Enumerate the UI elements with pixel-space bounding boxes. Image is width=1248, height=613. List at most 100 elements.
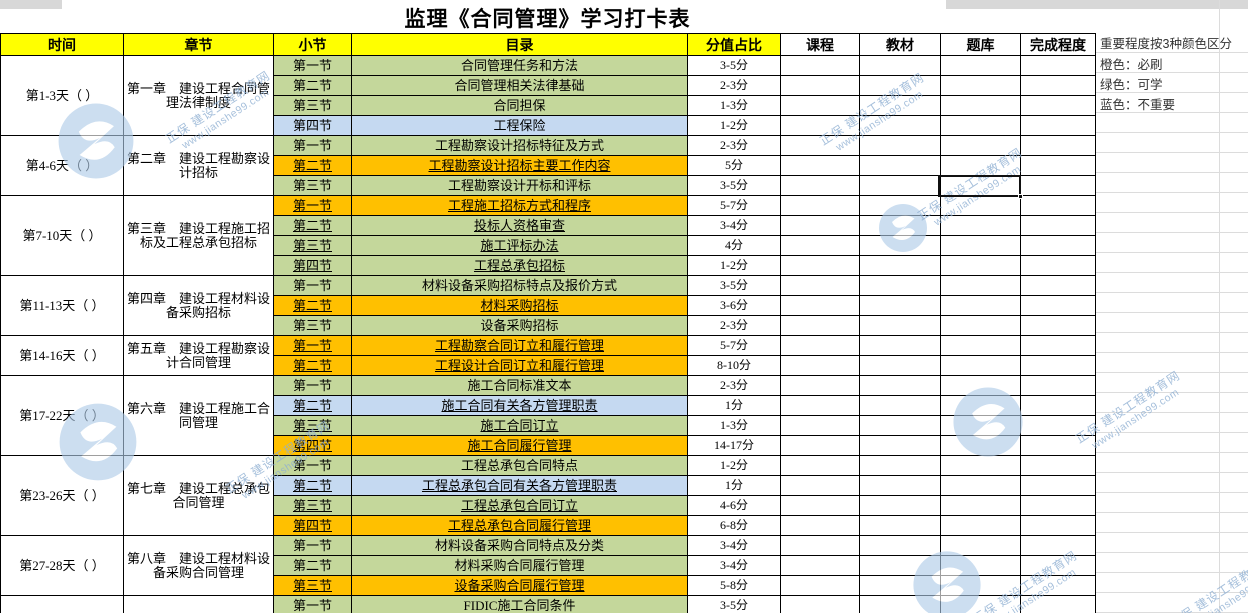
score-cell[interactable]: 3-4分 — [687, 535, 781, 556]
toc-cell[interactable]: 合同管理任务和方法 — [351, 55, 688, 76]
completion-cell[interactable] — [1020, 115, 1096, 136]
material-cell[interactable] — [859, 395, 941, 416]
course-cell[interactable] — [780, 495, 860, 516]
qbank-cell[interactable] — [940, 415, 1021, 436]
score-cell[interactable]: 5-8分 — [687, 575, 781, 596]
qbank-cell[interactable] — [940, 475, 1021, 496]
material-cell[interactable] — [859, 475, 941, 496]
completion-cell[interactable] — [1020, 495, 1096, 516]
qbank-cell[interactable] — [940, 235, 1021, 256]
section-cell[interactable]: 第二节 — [273, 75, 352, 96]
qbank-cell[interactable] — [940, 575, 1021, 596]
qbank-cell[interactable] — [940, 55, 1021, 76]
course-cell[interactable] — [780, 295, 860, 316]
material-cell[interactable] — [859, 555, 941, 576]
time-cell[interactable]: 第7-10天（ ） — [0, 195, 124, 276]
course-cell[interactable] — [780, 315, 860, 336]
material-cell[interactable] — [859, 535, 941, 556]
toc-cell[interactable]: 材料采购招标 — [351, 295, 688, 316]
selected-cell[interactable] — [938, 175, 1023, 199]
section-cell[interactable]: 第三节 — [273, 175, 352, 196]
chapter-cell[interactable]: 第四章 建设工程材料设备采购招标 — [123, 275, 274, 336]
qbank-cell[interactable] — [940, 275, 1021, 296]
completion-cell[interactable] — [1020, 555, 1096, 576]
course-cell[interactable] — [780, 95, 860, 116]
section-cell[interactable]: 第四节 — [273, 435, 352, 456]
completion-cell[interactable] — [1020, 195, 1096, 216]
qbank-cell[interactable] — [940, 295, 1021, 316]
toc-cell[interactable]: 工程施工招标方式和程序 — [351, 195, 688, 216]
qbank-cell[interactable] — [940, 315, 1021, 336]
course-cell[interactable] — [780, 355, 860, 376]
toc-cell[interactable]: 施工合同履行管理 — [351, 435, 688, 456]
section-cell[interactable]: 第三节 — [273, 315, 352, 336]
completion-cell[interactable] — [1020, 155, 1096, 176]
qbank-cell[interactable] — [940, 195, 1021, 216]
section-cell[interactable]: 第一节 — [273, 535, 352, 556]
toc-cell[interactable]: 工程设计合同订立和履行管理 — [351, 355, 688, 376]
completion-cell[interactable] — [1020, 475, 1096, 496]
chapter-cell[interactable]: 第一章 建设工程合同管理法律制度 — [123, 55, 274, 136]
toc-cell[interactable]: 合同管理相关法律基础 — [351, 75, 688, 96]
course-cell[interactable] — [780, 455, 860, 476]
header-score[interactable]: 分值占比 — [687, 33, 781, 56]
score-cell[interactable]: 3-5分 — [687, 55, 781, 76]
material-cell[interactable] — [859, 255, 941, 276]
score-cell[interactable]: 3-4分 — [687, 555, 781, 576]
completion-cell[interactable] — [1020, 375, 1096, 396]
material-cell[interactable] — [859, 575, 941, 596]
qbank-cell[interactable] — [940, 535, 1021, 556]
header-completion[interactable]: 完成程度 — [1020, 33, 1096, 56]
course-cell[interactable] — [780, 395, 860, 416]
section-cell[interactable]: 第一节 — [273, 455, 352, 476]
time-cell[interactable]: 第14-16天（ ） — [0, 335, 124, 376]
completion-cell[interactable] — [1020, 515, 1096, 536]
qbank-cell[interactable] — [940, 595, 1021, 613]
qbank-cell[interactable] — [940, 135, 1021, 156]
material-cell[interactable] — [859, 455, 941, 476]
qbank-cell[interactable] — [940, 115, 1021, 136]
qbank-cell[interactable] — [940, 495, 1021, 516]
course-cell[interactable] — [780, 215, 860, 236]
header-time[interactable]: 时间 — [0, 33, 124, 56]
chapter-cell[interactable]: 第六章 建设工程施工合同管理 — [123, 375, 274, 456]
course-cell[interactable] — [780, 275, 860, 296]
score-cell[interactable]: 8-10分 — [687, 355, 781, 376]
toc-cell[interactable]: 工程勘察设计开标和评标 — [351, 175, 688, 196]
completion-cell[interactable] — [1020, 575, 1096, 596]
section-cell[interactable]: 第一节 — [273, 595, 352, 613]
toc-cell[interactable]: FIDIC施工合同条件 — [351, 595, 688, 613]
course-cell[interactable] — [780, 475, 860, 496]
section-cell[interactable]: 第二节 — [273, 295, 352, 316]
section-cell[interactable]: 第一节 — [273, 135, 352, 156]
section-cell[interactable]: 第二节 — [273, 155, 352, 176]
chapter-cell[interactable]: 第五章 建设工程勘察设计合同管理 — [123, 335, 274, 376]
material-cell[interactable] — [859, 435, 941, 456]
material-cell[interactable] — [859, 495, 941, 516]
course-cell[interactable] — [780, 75, 860, 96]
toc-cell[interactable]: 工程总承包合同履行管理 — [351, 515, 688, 536]
score-cell[interactable]: 1-2分 — [687, 115, 781, 136]
completion-cell[interactable] — [1020, 415, 1096, 436]
section-cell[interactable]: 第四节 — [273, 255, 352, 276]
course-cell[interactable] — [780, 535, 860, 556]
time-cell[interactable]: 第23-26天（ ） — [0, 455, 124, 536]
material-cell[interactable] — [859, 295, 941, 316]
material-cell[interactable] — [859, 315, 941, 336]
qbank-cell[interactable] — [940, 435, 1021, 456]
completion-cell[interactable] — [1020, 95, 1096, 116]
toc-cell[interactable]: 工程总承包合同有关各方管理职责 — [351, 475, 688, 496]
course-cell[interactable] — [780, 195, 860, 216]
completion-cell[interactable] — [1020, 335, 1096, 356]
completion-cell[interactable] — [1020, 535, 1096, 556]
completion-cell[interactable] — [1020, 255, 1096, 276]
qbank-cell[interactable] — [940, 555, 1021, 576]
material-cell[interactable] — [859, 415, 941, 436]
time-cell[interactable]: 第27-28天（ ） — [0, 535, 124, 596]
score-cell[interactable]: 4-6分 — [687, 495, 781, 516]
legend-item-orange[interactable]: 橙色：必刷 — [1100, 58, 1163, 72]
score-cell[interactable]: 1-3分 — [687, 415, 781, 436]
header-course[interactable]: 课程 — [780, 33, 860, 56]
chapter-cell[interactable]: 第八章 建设工程材料设备采购合同管理 — [123, 535, 274, 596]
course-cell[interactable] — [780, 155, 860, 176]
